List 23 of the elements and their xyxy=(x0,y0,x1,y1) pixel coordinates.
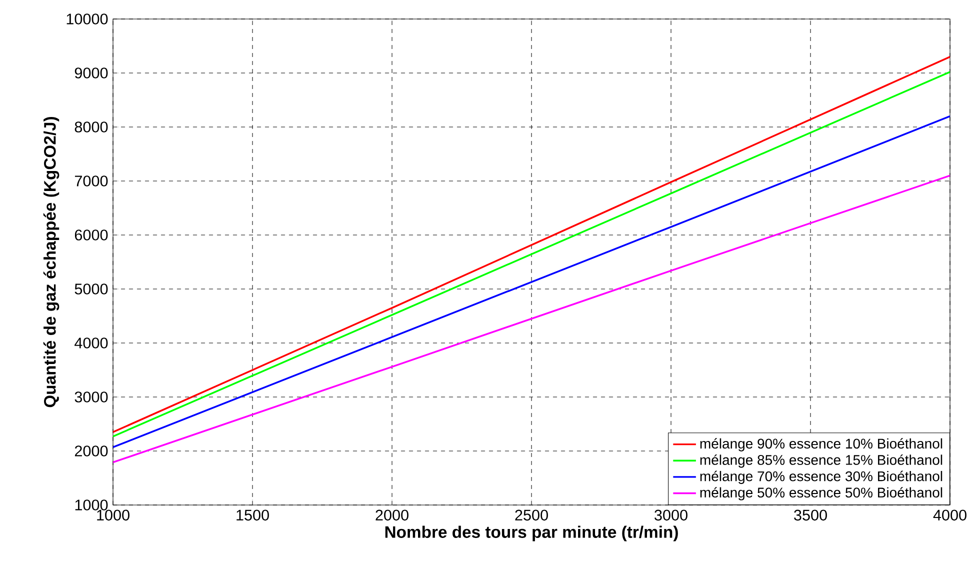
x-tick-label: 2500 xyxy=(515,510,548,521)
y-tick-label: 6000 xyxy=(74,230,108,240)
x-tick-label: 4000 xyxy=(933,510,966,521)
legend-label: mélange 90% essence 10% Bioéthanol xyxy=(700,438,942,452)
y-tick-label: 7000 xyxy=(74,176,108,186)
x-tick-label: 2000 xyxy=(376,510,408,521)
y-tick-label: 5000 xyxy=(74,284,108,294)
y-tick-label: 8000 xyxy=(74,122,108,132)
x-tick-label: 3000 xyxy=(654,510,688,521)
y-tick-label: 9000 xyxy=(74,68,108,78)
y-tick-label: 2000 xyxy=(74,446,108,456)
y-tick-label: 10000 xyxy=(66,14,108,24)
y-axis-title: Quantité de gaz échappée (KgCO2/J) xyxy=(43,116,60,408)
x-tick-label: 3500 xyxy=(794,510,827,521)
legend-label: mélange 70% essence 30% Bioéthanol xyxy=(700,470,942,484)
y-tick-label: 4000 xyxy=(74,338,108,348)
legend-label: mélange 50% essence 50% Bioéthanol xyxy=(700,487,942,500)
x-tick-label: 1000 xyxy=(97,510,130,521)
x-tick-label: 1500 xyxy=(236,510,269,521)
legend-label: mélange 85% essence 15% Bioéthanol xyxy=(700,454,942,468)
y-tick-label: 3000 xyxy=(74,392,108,402)
x-axis-title: Nombre des tours par minute (tr/min) xyxy=(385,526,678,542)
y-tick-label: 1000 xyxy=(75,500,108,510)
